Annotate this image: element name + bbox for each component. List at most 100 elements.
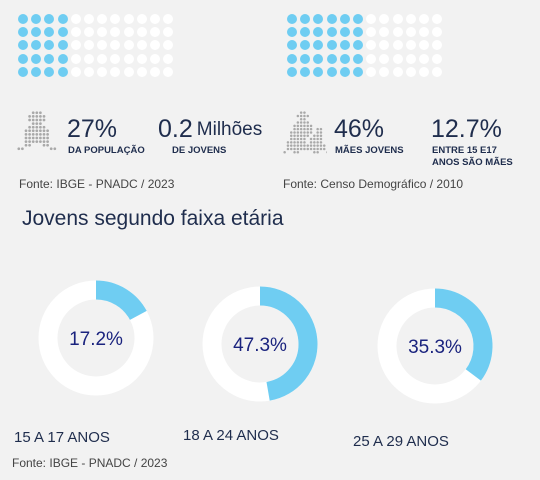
population-dot-filled	[31, 27, 42, 38]
icon-pixel	[319, 144, 323, 147]
population-dot-grid	[18, 14, 174, 77]
population-dot-filled	[18, 66, 28, 77]
mothers-dot-empty	[392, 66, 403, 77]
icon-pixel	[296, 121, 300, 124]
mothers-dot-empty	[418, 40, 429, 51]
icon-pixel	[316, 147, 319, 151]
icon-pixel	[299, 131, 303, 134]
icon-pixel	[28, 133, 31, 136]
mothers-dot-empty	[379, 14, 390, 24]
icon-pixel	[39, 136, 42, 140]
mothers-dot-filled	[352, 53, 363, 64]
icon-pixel	[293, 124, 296, 128]
person-icon	[17, 111, 57, 151]
icon-pixel	[326, 151, 327, 154]
icon-pixel	[39, 133, 42, 136]
mothers-dot-empty	[418, 14, 429, 24]
mothers-15-17-caption-line2: ANOS SÃO MÃES	[432, 156, 513, 168]
icon-pixel	[293, 127, 296, 131]
population-dot-empty	[149, 53, 160, 64]
icon-pixel	[309, 127, 313, 131]
population-dot-empty	[97, 53, 108, 64]
icon-pixel	[53, 147, 57, 151]
icon-pixel	[306, 121, 310, 124]
population-dot-empty	[123, 27, 134, 38]
section-title: Jovens segundo faixa etária	[22, 207, 284, 230]
icon-pixel	[31, 118, 35, 122]
young-mothers-caption: MÃES JOVENS	[335, 145, 404, 156]
icon-pixel	[31, 115, 35, 118]
mothers-dot-filled	[339, 27, 350, 38]
icon-pixel	[35, 140, 39, 143]
mothers-dot-filled	[339, 40, 350, 51]
icon-pixel	[24, 143, 28, 147]
icon-pixel	[316, 150, 319, 154]
icon-pixel	[31, 136, 35, 140]
icon-pixel	[35, 136, 39, 140]
mothers-dot-filled	[326, 53, 337, 64]
population-dot-empty	[70, 53, 81, 64]
population-dot-empty	[110, 14, 121, 24]
mothers-dot-filled	[300, 53, 311, 64]
icon-pixel	[303, 141, 306, 144]
icon-pixel	[296, 147, 300, 151]
icon-pixel	[296, 127, 300, 131]
donut-slice-2	[434, 288, 493, 381]
mothers-dot-empty	[418, 66, 429, 77]
icon-pixel	[313, 144, 316, 147]
population-dot-filled	[18, 40, 28, 51]
icon-pixel	[286, 141, 290, 144]
population-dot-filled	[44, 40, 55, 51]
icon-pixel	[316, 127, 319, 131]
population-dot-empty	[163, 27, 174, 38]
population-dot-filled	[18, 53, 28, 64]
population-dot-empty	[136, 53, 147, 64]
icon-pixel	[39, 115, 42, 118]
icon-pixel	[306, 114, 310, 118]
icon-pixel	[316, 137, 319, 141]
icon-pixel	[303, 134, 306, 138]
icon-pixel	[296, 131, 300, 134]
icon-pixel	[309, 144, 313, 147]
population-dot-empty	[83, 66, 94, 77]
mothers-dot-filled	[300, 66, 311, 77]
icon-pixel	[293, 144, 296, 147]
population-dot-filled	[44, 14, 55, 24]
population-dot-empty	[149, 40, 160, 51]
icon-pixel	[319, 141, 323, 144]
young-mothers-percent: 46%	[334, 115, 385, 143]
icon-pixel	[46, 133, 49, 136]
icon-pixel	[299, 127, 303, 131]
icon-pixel	[319, 137, 323, 141]
population-dot-empty	[136, 14, 147, 24]
population-dot-empty	[123, 66, 134, 77]
icon-pixel	[303, 137, 306, 141]
icon-pixel	[309, 141, 313, 144]
population-dot-empty	[123, 53, 134, 64]
population-dot-empty	[136, 66, 147, 77]
icon-pixel	[35, 111, 39, 115]
population-dot-empty	[110, 66, 121, 77]
mothers-dot-empty	[432, 53, 443, 64]
icon-pixel	[31, 129, 35, 133]
mothers-dot-filled	[339, 14, 350, 24]
mothers-15-17-percent: 12.7%	[431, 115, 502, 143]
mothers-dot-empty	[366, 40, 377, 51]
icon-pixel	[296, 144, 300, 147]
icon-pixel	[42, 125, 46, 129]
icon-pixel	[299, 137, 303, 141]
icon-pixel	[293, 131, 296, 134]
mothers-dot-filled	[300, 27, 311, 38]
mothers-dot-filled	[287, 53, 297, 64]
population-dot-empty	[70, 66, 81, 77]
donut-label-0: 17.2%	[69, 329, 123, 350]
mothers-dot-empty	[366, 53, 377, 64]
population-dot-empty	[110, 40, 121, 51]
icon-pixel	[39, 111, 42, 115]
icon-pixel	[306, 147, 310, 151]
mothers-dot-filled	[287, 27, 297, 38]
mothers-dot-filled	[352, 66, 363, 77]
icon-pixel	[309, 147, 313, 151]
icon-pixel	[28, 140, 31, 143]
icon-pixel	[319, 131, 323, 134]
